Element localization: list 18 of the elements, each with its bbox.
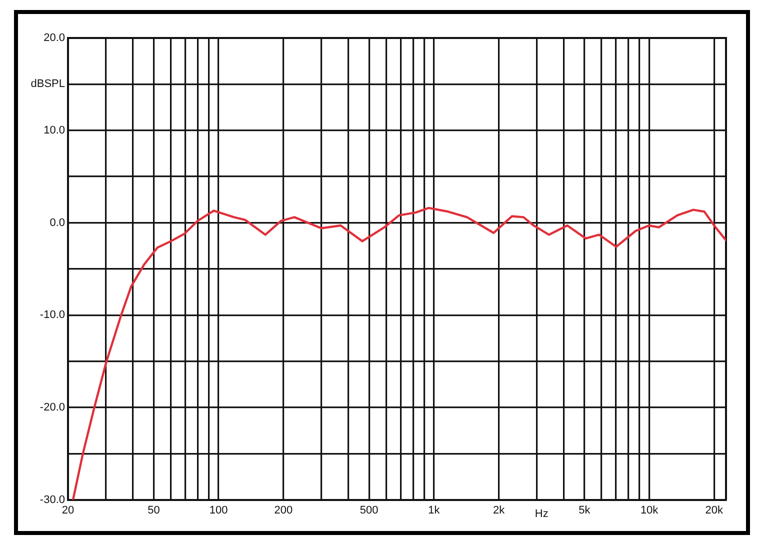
x-tick-label: 200 <box>274 504 293 516</box>
x-tick-label: 20 <box>62 504 74 516</box>
x-tick-label: 1k <box>428 504 440 516</box>
y-tick-label: 0.0 <box>50 216 65 229</box>
y-tick-label: -20.0 <box>40 401 65 414</box>
x-axis-title: Hz <box>534 508 548 520</box>
y-tick-label: 20.0 <box>44 32 65 44</box>
x-tick-label: 500 <box>360 504 378 516</box>
y-axis-title: dBSPL <box>30 78 65 90</box>
x-tick-label: 10k <box>640 504 659 516</box>
y-tick-label: -10.0 <box>40 309 65 322</box>
x-tick-label: 100 <box>209 504 228 516</box>
x-tick-label: 5k <box>578 504 591 516</box>
x-tick-label: 50 <box>148 504 160 516</box>
x-tick-label: 20k <box>705 504 724 516</box>
y-tick-label: -30.0 <box>40 494 65 506</box>
x-tick-label: 2k <box>492 504 506 516</box>
y-tick-label: 10.0 <box>44 124 65 136</box>
